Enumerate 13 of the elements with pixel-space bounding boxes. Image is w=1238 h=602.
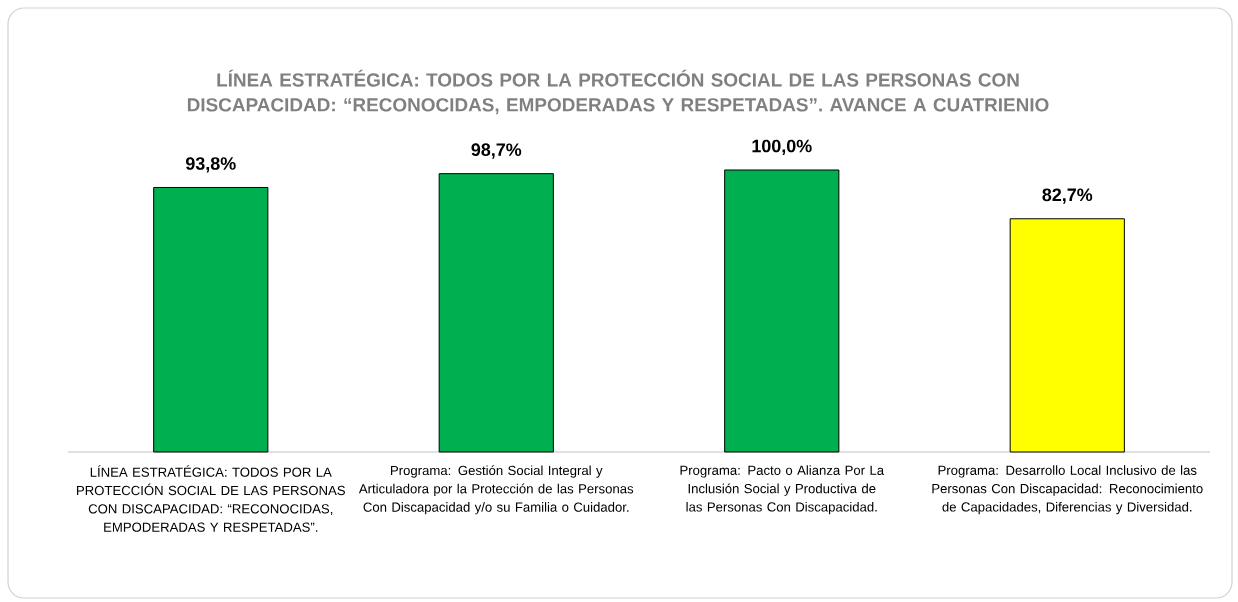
bar (438, 173, 554, 453)
data-label: 100,0% (752, 139, 812, 155)
data-label: 93,8% (185, 157, 236, 173)
bar (724, 169, 840, 453)
x-tick-label: Programa: Pacto o Alianza Por La Inclusión Social y Productiva de las Personas Con Discapacidad. (680, 465, 885, 515)
x-tick-label: LÍNEA ESTRATÉGICA: TODOS POR LA PROTECCIÓN SOCIAL DE LAS PERSONAS CON DISCAPACIDAD: “RECONOCIDAS, EMPODERADAS Y RESPETADAS”. (77, 465, 345, 532)
data-label: 98,7% (471, 143, 522, 159)
chart-title: LÍNEA ESTRATÉGICA: TODOS POR LA PROTECCIÓN SOCIAL DE LAS PERSONAS CON DISCAPACIDAD: “RECONOCIDAS, EMPODERADAS Y RESPETADAS”. AVANCE A CUATRIENIO (187, 69, 1049, 115)
bar (1009, 218, 1125, 453)
data-label: 82,7% (1042, 188, 1093, 204)
bar (153, 186, 269, 453)
x-tick-label: Programa: Gestión Social Integral y Articuladora por la Protección de las Personas Con Discapacidad y/o su Familia o Cuidador. (358, 465, 634, 515)
x-tick-label: Programa: Desarrollo Local Inclusivo de las Personas Con Discapacidad: Reconocimiento de Capacidades, Diferencias y Diversidad. (932, 465, 1203, 515)
